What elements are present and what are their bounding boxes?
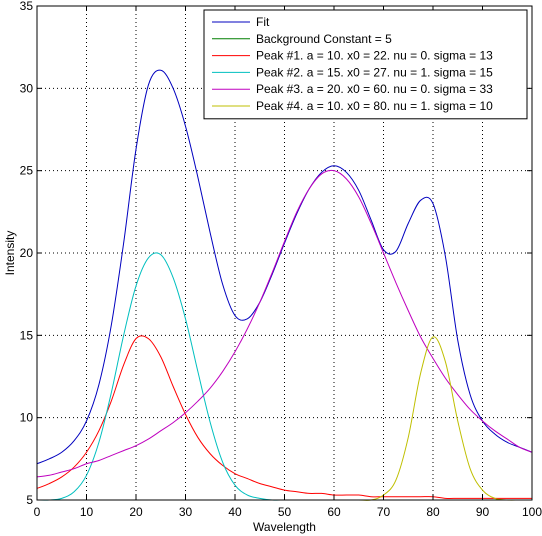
legend-label-5: Peak #3. a = 20. x0 = 60. nu = 0. sigma … — [256, 82, 493, 96]
y-tick-label: 10 — [20, 411, 34, 425]
legend-label-3: Peak #1. a = 10. x0 = 22. nu = 0. sigma … — [256, 49, 493, 63]
y-tick-label: 30 — [20, 81, 34, 95]
y-tick-label: 35 — [20, 0, 34, 13]
series-line-3 — [36, 335, 532, 499]
x-tick-label: 10 — [80, 505, 94, 519]
legend-label-6: Peak #4. a = 10. x0 = 80. nu = 1. sigma … — [256, 99, 493, 113]
legend-label-1: Fit — [256, 15, 270, 29]
series-line-1 — [36, 69, 533, 465]
x-axis-label: Wavelength — [253, 520, 316, 534]
legend-box — [203, 9, 528, 120]
x-tick-label: 70 — [377, 505, 391, 519]
x-tick-label: 40 — [228, 505, 242, 519]
x-tick-label: 90 — [476, 505, 490, 519]
x-tick-label: 80 — [426, 505, 440, 519]
legend-label-4: Peak #2. a = 15. x0 = 27. nu = 1. sigma … — [256, 65, 493, 79]
series-line-5 — [36, 169, 533, 478]
x-tick-label: 100 — [522, 505, 542, 519]
x-tick-label: 0 — [34, 505, 41, 519]
x-tick-label: 30 — [179, 505, 193, 519]
series-line-4 — [36, 252, 532, 501]
ticks: 0 10 20 30 40 50 60 70 80 90 100 5 10 15 20 25 30 35 — [20, 0, 542, 519]
y-axis-label: Intensity — [3, 231, 17, 276]
y-tick-label: 5 — [26, 493, 33, 507]
y-tick-label: 25 — [20, 164, 34, 178]
x-tick-label: 50 — [278, 505, 292, 519]
y-tick-label: 20 — [20, 246, 34, 260]
legend-label-2: Background Constant = 5 — [256, 32, 392, 46]
legend: Fit Background Constant = 5 Peak #1. a = 1… — [203, 9, 528, 120]
x-tick-label: 20 — [129, 505, 143, 519]
y-tick-label: 15 — [20, 328, 34, 342]
x-tick-label: 60 — [327, 505, 341, 519]
